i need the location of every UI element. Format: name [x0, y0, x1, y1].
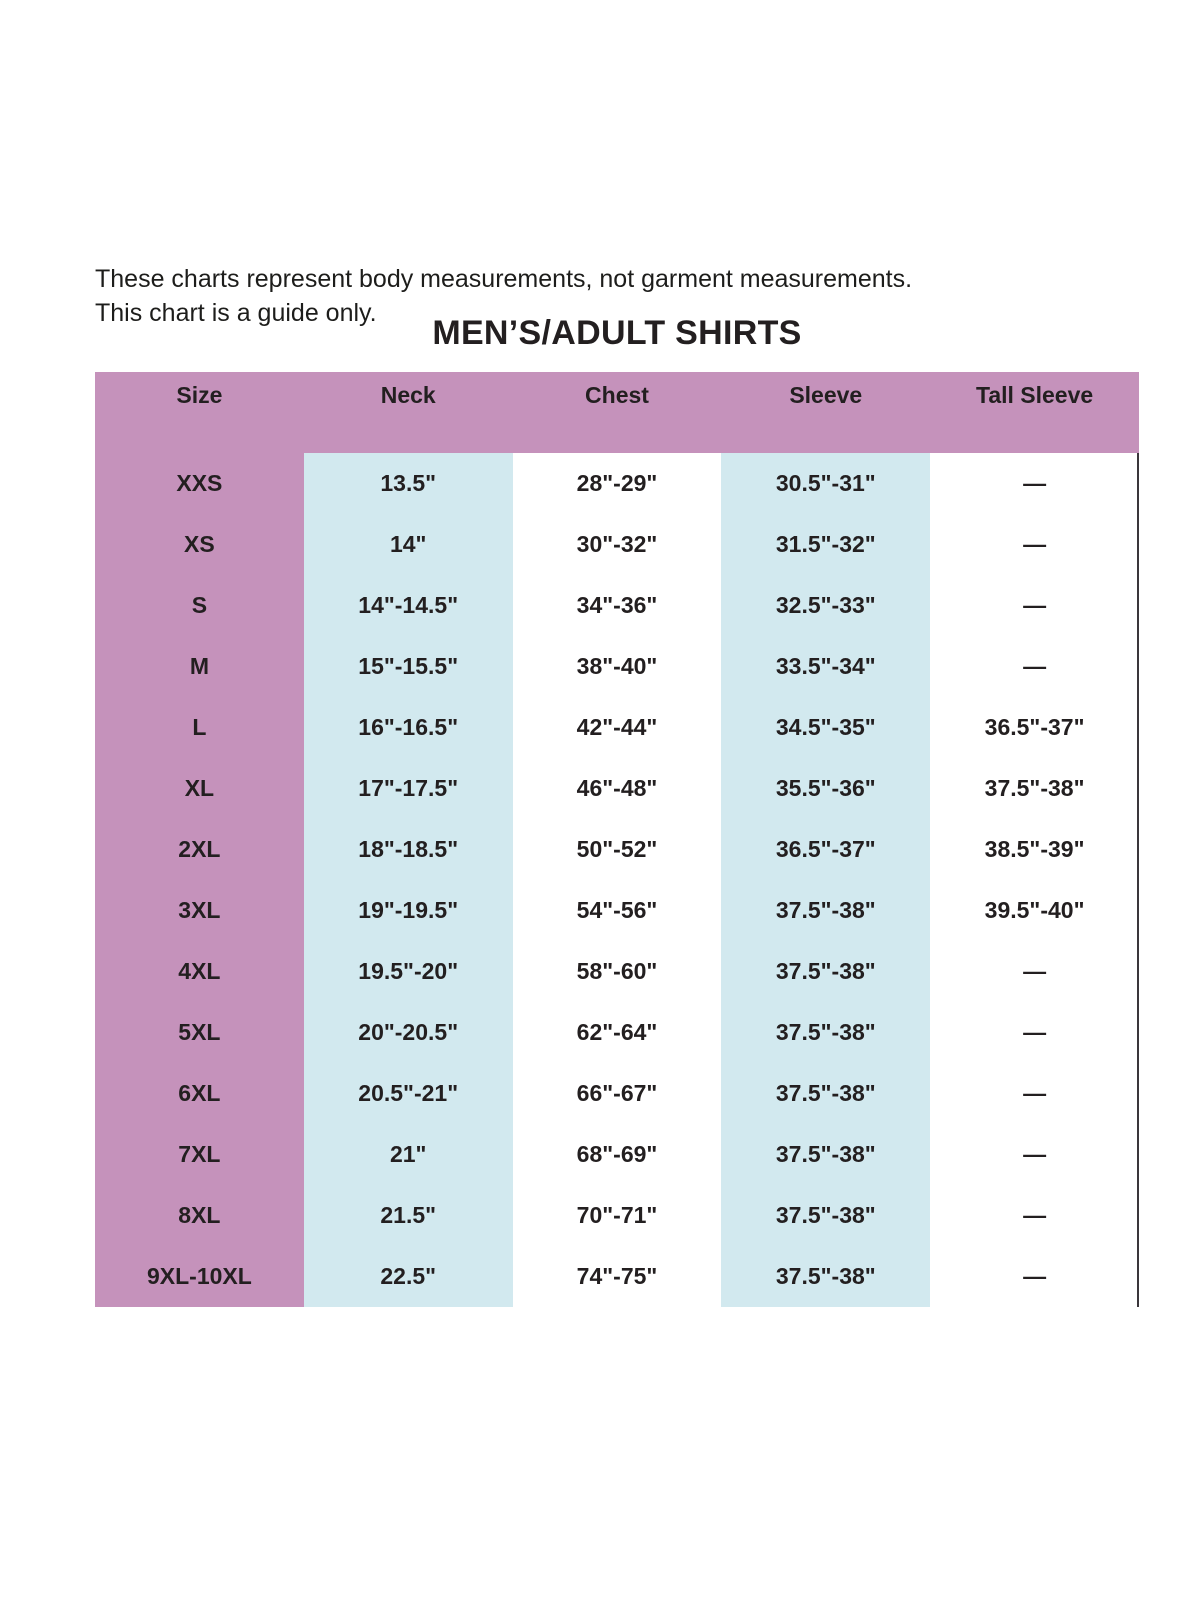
cell-tall-sleeve: —	[1023, 958, 1047, 984]
cell-tall-sleeve: —	[1023, 1263, 1047, 1289]
cell-sleeve: 37.5"-38"	[721, 1002, 931, 1063]
cell-tall-sleeve: 36.5"-37"	[984, 714, 1085, 740]
cell-size: XXS	[95, 453, 304, 514]
table-right-border	[1137, 453, 1139, 1307]
cell-size: L	[95, 697, 304, 758]
size-chart-table: Size Neck Chest Sleeve Tall Sleeve XXS 13…	[95, 372, 1139, 1307]
table-row: 6XL 20.5"-21" 66"-67" 37.5"-38" —	[95, 1063, 1139, 1124]
cell-chest: 70"-71"	[576, 1202, 658, 1228]
cell-chest: 66"-67"	[576, 1080, 658, 1106]
cell-chest: 30"-32"	[576, 531, 658, 557]
cell-size: S	[95, 575, 304, 636]
cell-size: XL	[95, 758, 304, 819]
table-row: XXS 13.5" 28"-29" 30.5"-31" —	[95, 453, 1139, 514]
measurement-note: These charts represent body measurements…	[95, 262, 912, 330]
cell-size: 5XL	[95, 1002, 304, 1063]
header-neck: Neck	[380, 382, 436, 408]
cell-size: M	[95, 636, 304, 697]
table-row: 2XL 18"-18.5" 50"-52" 36.5"-37" 38.5"-39"	[95, 819, 1139, 880]
cell-size: XS	[95, 514, 304, 575]
table-row: 8XL 21.5" 70"-71" 37.5"-38" —	[95, 1185, 1139, 1246]
cell-tall-sleeve: —	[1023, 531, 1047, 557]
cell-sleeve: 37.5"-38"	[721, 1185, 931, 1246]
cell-neck: 21.5"	[303, 1185, 513, 1246]
cell-chest: 38"-40"	[576, 653, 658, 679]
cell-tall-sleeve: —	[1023, 1202, 1047, 1228]
cell-chest: 58"-60"	[576, 958, 658, 984]
cell-size: 3XL	[95, 880, 304, 941]
cell-chest: 46"-48"	[576, 775, 658, 801]
header-chest: Chest	[585, 382, 649, 408]
table-row: M 15"-15.5" 38"-40" 33.5"-34" —	[95, 636, 1139, 697]
table-row: XS 14" 30"-32" 31.5"-32" —	[95, 514, 1139, 575]
table-header-row: Size Neck Chest Sleeve Tall Sleeve	[95, 372, 1139, 453]
cell-tall-sleeve: 39.5"-40"	[984, 897, 1085, 923]
cell-chest: 74"-75"	[576, 1263, 658, 1289]
cell-tall-sleeve: —	[1023, 470, 1047, 496]
cell-neck: 15"-15.5"	[303, 636, 513, 697]
cell-neck: 19"-19.5"	[303, 880, 513, 941]
cell-neck: 22.5"	[303, 1246, 513, 1307]
cell-neck: 20"-20.5"	[303, 1002, 513, 1063]
cell-tall-sleeve: —	[1023, 1019, 1047, 1045]
cell-neck: 18"-18.5"	[303, 819, 513, 880]
header-tall-sleeve: Tall Sleeve	[975, 382, 1094, 408]
cell-tall-sleeve: —	[1023, 592, 1047, 618]
cell-size: 9XL-10XL	[95, 1246, 304, 1307]
chart-title: MEN’S/ADULT SHIRTS	[432, 314, 802, 352]
cell-neck: 14"	[303, 514, 513, 575]
note-line-1: These charts represent body measurements…	[95, 265, 913, 293]
cell-size: 2XL	[95, 819, 304, 880]
cell-sleeve: 37.5"-38"	[721, 1124, 931, 1185]
table-body: XXS 13.5" 28"-29" 30.5"-31" — XS 14" 30"-32" 31.…	[95, 453, 1139, 1307]
table-row: L 16"-16.5" 42"-44" 34.5"-35" 36.5"-37"	[95, 697, 1139, 758]
header-size: Size	[176, 382, 223, 408]
cell-size: 7XL	[95, 1124, 304, 1185]
note-line-2: This chart is a guide only.	[95, 299, 377, 327]
header-sleeve: Sleeve	[789, 382, 863, 408]
cell-sleeve: 37.5"-38"	[721, 1063, 931, 1124]
cell-chest: 42"-44"	[576, 714, 658, 740]
cell-neck: 13.5"	[303, 453, 513, 514]
cell-sleeve: 31.5"-32"	[721, 514, 931, 575]
cell-sleeve: 36.5"-37"	[721, 819, 931, 880]
cell-tall-sleeve: 38.5"-39"	[984, 836, 1085, 862]
cell-neck: 20.5"-21"	[303, 1063, 513, 1124]
cell-chest: 50"-52"	[576, 836, 658, 862]
cell-sleeve: 37.5"-38"	[721, 880, 931, 941]
table-row: 3XL 19"-19.5" 54"-56" 37.5"-38" 39.5"-40"	[95, 880, 1139, 941]
cell-sleeve: 30.5"-31"	[721, 453, 931, 514]
cell-chest: 68"-69"	[576, 1141, 658, 1167]
cell-size: 6XL	[95, 1063, 304, 1124]
table-row: XL 17"-17.5" 46"-48" 35.5"-36" 37.5"-38"	[95, 758, 1139, 819]
table-row: 7XL 21" 68"-69" 37.5"-38" —	[95, 1124, 1139, 1185]
cell-size: 4XL	[95, 941, 304, 1002]
cell-sleeve: 35.5"-36"	[721, 758, 931, 819]
cell-neck: 21"	[303, 1124, 513, 1185]
cell-chest: 34"-36"	[576, 592, 658, 618]
cell-sleeve: 33.5"-34"	[721, 636, 931, 697]
cell-neck: 14"-14.5"	[303, 575, 513, 636]
cell-sleeve: 37.5"-38"	[721, 941, 931, 1002]
cell-sleeve: 37.5"-38"	[721, 1246, 931, 1307]
table-row: 4XL 19.5"-20" 58"-60" 37.5"-38" —	[95, 941, 1139, 1002]
cell-chest: 62"-64"	[576, 1019, 658, 1045]
cell-sleeve: 34.5"-35"	[721, 697, 931, 758]
cell-chest: 54"-56"	[576, 897, 658, 923]
table-row: 9XL-10XL 22.5" 74"-75" 37.5"-38" —	[95, 1246, 1139, 1307]
cell-neck: 19.5"-20"	[303, 941, 513, 1002]
cell-tall-sleeve: —	[1023, 653, 1047, 679]
table-row: S 14"-14.5" 34"-36" 32.5"-33" —	[95, 575, 1139, 636]
cell-tall-sleeve: —	[1023, 1141, 1047, 1167]
cell-size: 8XL	[95, 1185, 304, 1246]
cell-chest: 28"-29"	[576, 470, 658, 496]
table-row: 5XL 20"-20.5" 62"-64" 37.5"-38" —	[95, 1002, 1139, 1063]
cell-sleeve: 32.5"-33"	[721, 575, 931, 636]
cell-neck: 16"-16.5"	[303, 697, 513, 758]
cell-tall-sleeve: —	[1023, 1080, 1047, 1106]
cell-tall-sleeve: 37.5"-38"	[984, 775, 1085, 801]
cell-neck: 17"-17.5"	[303, 758, 513, 819]
